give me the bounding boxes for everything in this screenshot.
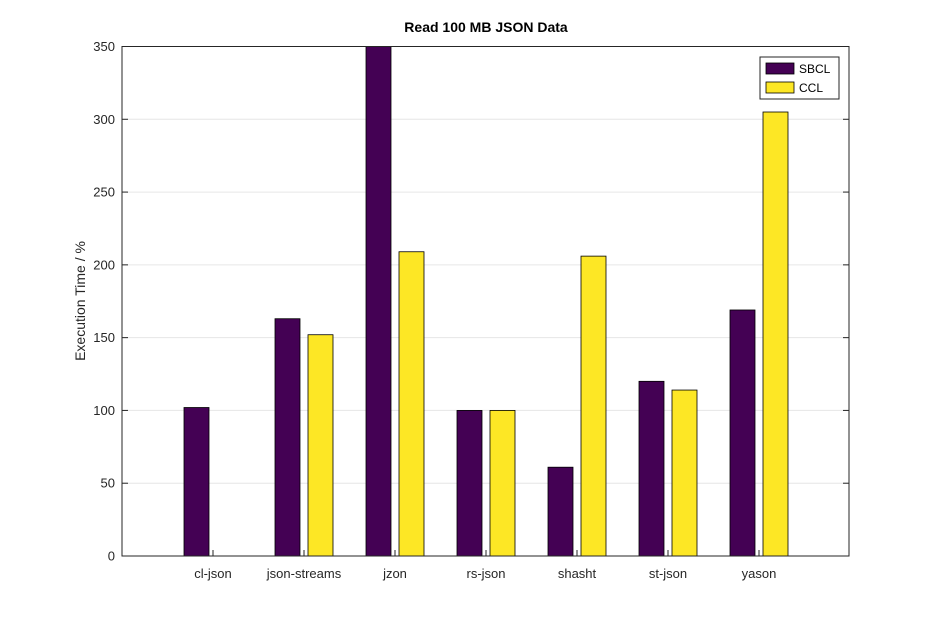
bar-ccl-jzon bbox=[398, 251, 425, 557]
x-axis: cl-json json-streams jzon rs-json shasht st-j… bbox=[194, 550, 776, 581]
y-tick-label: 300 bbox=[93, 112, 115, 127]
bar-ccl-rs-json bbox=[489, 410, 516, 557]
bar-sbcl-st-json bbox=[638, 380, 665, 557]
bar-sbcl-jzon bbox=[365, 46, 392, 557]
x-tick-label: st-json bbox=[649, 566, 687, 581]
bar-sbcl-json-streams bbox=[274, 318, 301, 557]
bar-sbcl-rs-json bbox=[456, 410, 483, 557]
y-axis: 0 50 100 150 200 250 300 350 bbox=[93, 39, 849, 564]
x-tick-label: rs-json bbox=[466, 566, 505, 581]
x-tick-label: jzon bbox=[382, 566, 407, 581]
bar-ccl-json-streams bbox=[307, 334, 334, 557]
legend-label-ccl: CCL bbox=[799, 81, 823, 95]
x-tick-label: json-streams bbox=[266, 566, 342, 581]
grid bbox=[122, 46, 849, 557]
bar-ccl-st-json bbox=[671, 389, 698, 557]
chart-title: Read 100 MB JSON Data bbox=[404, 19, 568, 35]
y-tick-label: 350 bbox=[93, 39, 115, 54]
bar-sbcl-cl-json bbox=[183, 407, 210, 557]
bar-ccl-shasht bbox=[580, 255, 607, 557]
y-axis-label: Execution Time / % bbox=[72, 241, 88, 361]
legend-swatch-ccl bbox=[765, 81, 795, 94]
x-tick-label: cl-json bbox=[194, 566, 232, 581]
bar-ccl-yason bbox=[762, 111, 789, 557]
bar-sbcl-yason bbox=[729, 309, 756, 557]
legend-label-sbcl: SBCL bbox=[799, 62, 831, 76]
y-tick-label: 150 bbox=[93, 330, 115, 345]
y-tick-label: 200 bbox=[93, 257, 115, 272]
y-tick-label: 50 bbox=[101, 476, 115, 491]
y-tick-label: 250 bbox=[93, 185, 115, 200]
bars bbox=[183, 46, 789, 557]
legend: SBCL CCL bbox=[759, 56, 840, 100]
y-tick-label: 0 bbox=[108, 549, 115, 564]
x-tick-label: yason bbox=[742, 566, 777, 581]
y-tick-label: 100 bbox=[93, 403, 115, 418]
legend-swatch-sbcl bbox=[765, 62, 795, 75]
x-tick-label: shasht bbox=[558, 566, 597, 581]
bar-sbcl-shasht bbox=[547, 466, 574, 557]
